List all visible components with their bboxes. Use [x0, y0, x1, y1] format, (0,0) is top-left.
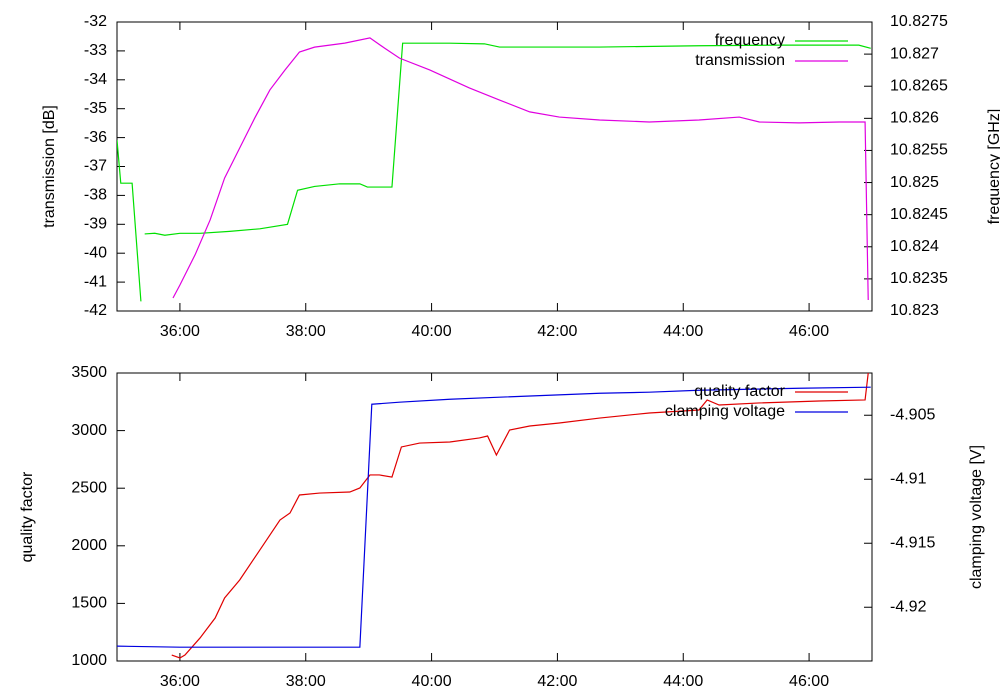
y2-axis-label: clamping voltage [V]: [968, 445, 985, 589]
y-tick-label: 2500: [71, 479, 107, 496]
y-tick-label: -32: [84, 13, 107, 30]
y-tick-label: -37: [84, 158, 107, 175]
legend-label: transmission: [695, 52, 785, 69]
y-tick-label: -36: [84, 129, 107, 146]
x-tick-label: 46:00: [789, 673, 829, 690]
y-tick-label: -41: [84, 273, 107, 290]
y-tick-label: -35: [84, 100, 107, 117]
y-tick-label: -38: [84, 187, 107, 204]
y-tick-label: -34: [84, 71, 107, 88]
data-line: [117, 42, 871, 302]
y2-tick-label: 10.826: [890, 110, 939, 127]
data-line: [117, 386, 871, 648]
y2-tick-label: 10.824: [890, 238, 939, 255]
data-line: [172, 37, 869, 301]
data-line: [171, 373, 869, 659]
y2-tick-label: 10.8265: [890, 77, 948, 94]
y-tick-label: 3000: [71, 422, 107, 439]
y2-tick-label: 10.8245: [890, 206, 948, 223]
y2-tick-label: 10.823: [890, 302, 939, 319]
y-axis-label: quality factor: [19, 471, 36, 562]
x-tick-label: 38:00: [286, 323, 326, 340]
y-tick-label: 1500: [71, 595, 107, 612]
legend-label: frequency: [715, 32, 785, 49]
y-axis-label: transmission [dB]: [41, 105, 58, 228]
y-tick-label: -39: [84, 216, 107, 233]
y-tick-label: 3500: [71, 364, 107, 381]
y-tick-label: 1000: [71, 652, 107, 669]
series-group: [117, 37, 871, 302]
y2-tick-label: 10.8235: [890, 270, 948, 287]
x-tick-label: 36:00: [160, 673, 200, 690]
y2-tick-label: 10.8255: [890, 142, 948, 159]
y2-tick-label: 10.825: [890, 174, 939, 191]
y-tick-label: -40: [84, 244, 107, 261]
y2-tick-label: 10.8275: [890, 13, 948, 30]
y2-tick-label: -4.905: [890, 406, 935, 423]
x-tick-label: 44:00: [663, 323, 703, 340]
y-tick-label: -42: [84, 302, 107, 319]
plot-frame: [116, 372, 873, 662]
x-tick-label: 40:00: [412, 673, 452, 690]
legend-label: clamping voltage: [665, 403, 785, 420]
y2-tick-label: -4.915: [890, 534, 935, 551]
series-group: [117, 373, 871, 659]
x-tick-label: 42:00: [537, 323, 577, 340]
y2-tick-label: -4.92: [890, 598, 927, 615]
y-tick-label: -33: [84, 42, 107, 59]
x-tick-label: 40:00: [412, 323, 452, 340]
y2-tick-label: -4.91: [890, 470, 927, 487]
y2-tick-label: 10.827: [890, 45, 939, 62]
x-tick-label: 44:00: [663, 673, 703, 690]
x-tick-label: 46:00: [789, 323, 829, 340]
legend-label: quality factor: [694, 383, 785, 400]
y-tick-label: 2000: [71, 537, 107, 554]
x-tick-label: 42:00: [537, 673, 577, 690]
plot-frame: [116, 21, 873, 312]
x-tick-label: 36:00: [160, 323, 200, 340]
x-tick-label: 38:00: [286, 673, 326, 690]
y2-axis-label: frequency [GHz]: [986, 109, 1000, 225]
